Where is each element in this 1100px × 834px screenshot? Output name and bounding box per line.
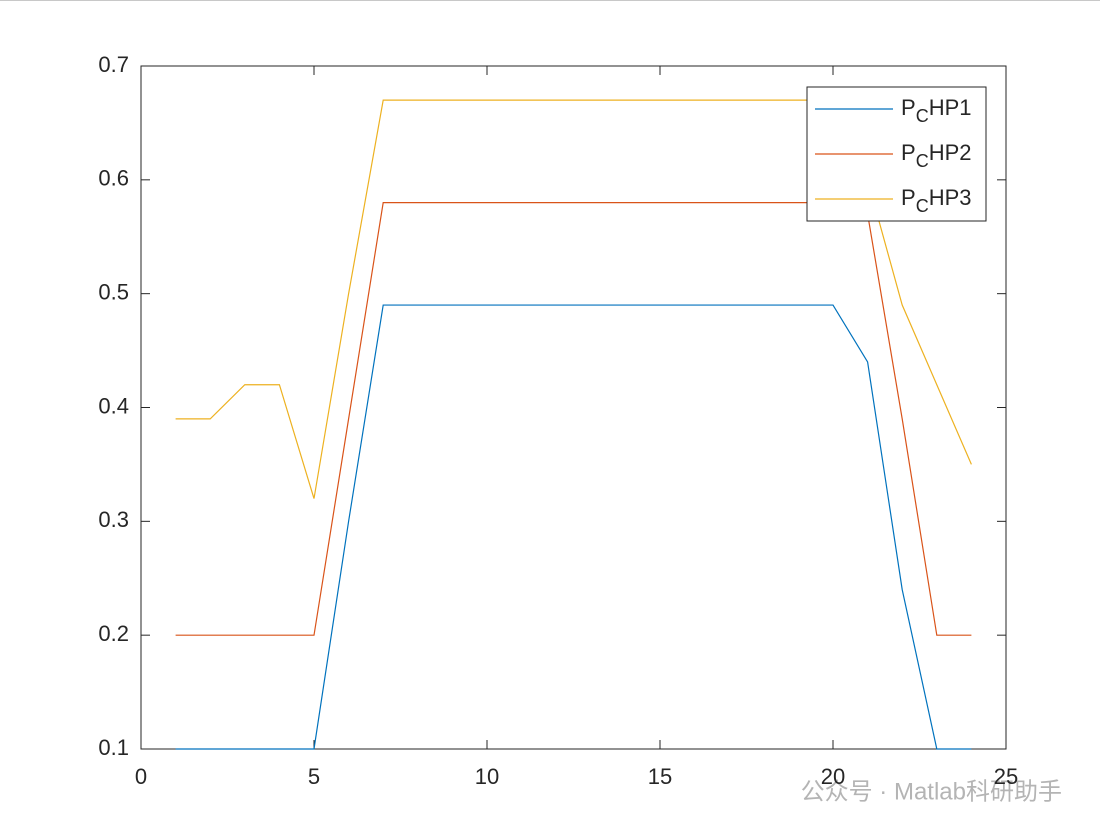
x-tick-label: 10 (475, 764, 499, 789)
legend-label: PCHP1 (901, 95, 971, 126)
legend-label: PCHP3 (901, 185, 971, 216)
y-tick-label: 0.2 (98, 621, 129, 646)
x-tick-label: 25 (994, 764, 1018, 789)
y-tick-label: 0.6 (98, 166, 129, 191)
y-tick-label: 0.1 (98, 735, 129, 760)
y-tick-label: 0.4 (98, 393, 129, 418)
x-tick-label: 15 (648, 764, 672, 789)
x-tick-label: 0 (135, 764, 147, 789)
watermark: 公众号 · Matlab科研助手 (801, 778, 1062, 805)
x-tick-label: 5 (308, 764, 320, 789)
x-tick-label: 20 (821, 764, 845, 789)
y-tick-label: 0.5 (98, 279, 129, 304)
legend-label: PCHP2 (901, 140, 971, 171)
series-line (175, 304, 972, 750)
y-tick-label: 0.7 (98, 52, 129, 77)
y-tick-label: 0.3 (98, 507, 129, 532)
